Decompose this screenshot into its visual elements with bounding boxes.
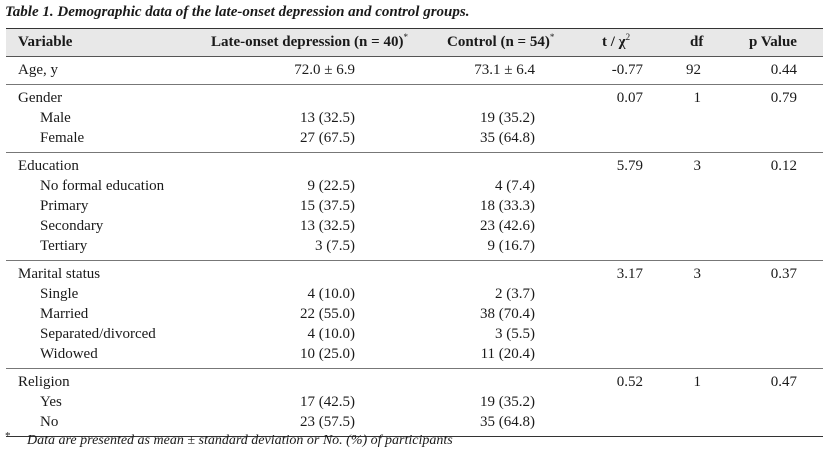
row-label: Secondary: [40, 218, 104, 234]
cell-late-onset-depression: 4 (10.0): [307, 326, 356, 342]
cell-late-onset-depression: 10 (25.0): [300, 346, 355, 362]
table-row: Female 27 (67.5) 35 (64.8): [6, 128, 823, 148]
table-row: Marital status 3.17 3 0.37: [6, 264, 823, 284]
cell-p-value: 0.37: [770, 266, 797, 282]
row-label: No formal education: [40, 178, 165, 194]
row-label: No: [40, 414, 59, 430]
header-test-statistic: t / χ2: [602, 32, 631, 51]
cell-late-onset-depression: 72.0 ± 6.9: [294, 62, 355, 78]
cell-late-onset-depression: 4 (10.0): [307, 286, 356, 302]
table-body: Age, y 72.0 ± 6.9 73.1 ± 6.4 -0.77 92 0.44 Gen…: [6, 57, 823, 436]
cell-test-statistic: -0.77: [611, 62, 643, 78]
cell-control: 2 (3.7): [495, 286, 535, 302]
table-row: Male 13 (32.5) 19 (35.2): [6, 108, 823, 128]
cell-control: 19 (35.2): [480, 110, 535, 126]
header-control: Control (n = 54)*: [447, 32, 555, 51]
table-row: No formal education 9 (22.5) 4 (7.4): [6, 176, 823, 196]
cell-control: 9 (16.7): [487, 238, 536, 254]
cell-p-value: 0.44: [770, 62, 797, 78]
table-row: Single 4 (10.0) 2 (3.7): [6, 284, 823, 304]
cell-control: 11 (20.4): [480, 346, 535, 362]
row-label: Yes: [40, 394, 62, 410]
table-group: Gender 0.07 1 0.79 Male 13 (32.5) 19 (35.2) Fem…: [6, 85, 823, 153]
cell-test-statistic: 0.52: [616, 374, 643, 390]
table-row: Age, y 72.0 ± 6.9 73.1 ± 6.4 -0.77 92 0.44: [6, 60, 823, 80]
table-header-row: Variable Late-onset depression (n = 40)*…: [6, 29, 823, 57]
table-row: Secondary 13 (32.5) 23 (42.6): [6, 216, 823, 236]
cell-late-onset-depression: 27 (67.5): [300, 130, 355, 146]
table-row: Tertiary 3 (7.5) 9 (16.7): [6, 236, 823, 256]
table-row: Separated/divorced 4 (10.0) 3 (5.5): [6, 324, 823, 344]
cell-control: 38 (70.4): [480, 306, 535, 322]
footnote-text: Data are presented as mean ± standard de…: [27, 433, 453, 448]
cell-control: 35 (64.8): [480, 130, 535, 146]
table-group: Marital status 3.17 3 0.37 Single 4 (10.0) 2 (…: [6, 261, 823, 369]
cell-df: 1: [693, 90, 702, 106]
cell-late-onset-depression: 22 (55.0): [300, 306, 355, 322]
cell-df: 1: [693, 374, 702, 390]
cell-test-statistic: 5.79: [616, 158, 643, 174]
cell-control: 35 (64.8): [480, 414, 535, 430]
header-p-value: p Value: [749, 34, 797, 50]
row-label: Tertiary: [40, 238, 88, 254]
header-variable: Variable: [18, 34, 73, 50]
table-row: Gender 0.07 1 0.79: [6, 88, 823, 108]
cell-df: 3: [693, 266, 702, 282]
header-late-onset-depression: Late-onset depression (n = 40)*: [211, 32, 408, 51]
cell-test-statistic: 3.17: [616, 266, 643, 282]
cell-control: 18 (33.3): [480, 198, 535, 214]
group-label: Gender: [18, 90, 63, 106]
table-row: Widowed 10 (25.0) 11 (20.4): [6, 344, 823, 364]
cell-test-statistic: 0.07: [616, 90, 643, 106]
cell-df: 3: [693, 158, 702, 174]
cell-p-value: 0.12: [770, 158, 797, 174]
cell-late-onset-depression: 9 (22.5): [307, 178, 356, 194]
cell-control: 19 (35.2): [480, 394, 535, 410]
cell-late-onset-depression: 23 (57.5): [300, 414, 355, 430]
cell-p-value: 0.47: [770, 374, 797, 390]
cell-late-onset-depression: 13 (32.5): [300, 110, 355, 126]
cell-control: 3 (5.5): [495, 326, 535, 342]
table-row: Primary 15 (37.5) 18 (33.3): [6, 196, 823, 216]
cell-p-value: 0.79: [770, 90, 797, 106]
demographic-table: Variable Late-onset depression (n = 40)*…: [6, 28, 823, 437]
footnote-mark: *: [5, 430, 11, 442]
table-caption: Table 1. Demographic data of the late-on…: [5, 4, 470, 20]
cell-late-onset-depression: 15 (37.5): [300, 198, 355, 214]
table-row: Education 5.79 3 0.12: [6, 156, 823, 176]
cell-control: 73.1 ± 6.4: [474, 62, 535, 78]
row-label: Separated/divorced: [40, 326, 156, 342]
table-group: Religion 0.52 1 0.47 Yes 17 (42.5) 19 (35.2) No…: [6, 369, 823, 436]
cell-df: 92: [686, 62, 701, 78]
cell-control: 23 (42.6): [480, 218, 535, 234]
row-label: Widowed: [40, 346, 98, 362]
cell-late-onset-depression: 13 (32.5): [300, 218, 355, 234]
cell-control: 4 (7.4): [495, 178, 535, 194]
row-label: Primary: [40, 198, 89, 214]
table-row: Yes 17 (42.5) 19 (35.2): [6, 392, 823, 412]
cell-late-onset-depression: 3 (7.5): [315, 238, 355, 254]
group-label: Marital status: [18, 266, 101, 282]
cell-late-onset-depression: 17 (42.5): [300, 394, 355, 410]
row-label: Single: [40, 286, 79, 302]
table-group: Age, y 72.0 ± 6.9 73.1 ± 6.4 -0.77 92 0.44: [6, 57, 823, 85]
table-row: Religion 0.52 1 0.47: [6, 372, 823, 392]
header-df: df: [690, 34, 704, 50]
row-label: Male: [40, 110, 71, 126]
group-label: Religion: [18, 374, 70, 390]
group-label: Education: [18, 158, 79, 174]
table-row: Married 22 (55.0) 38 (70.4): [6, 304, 823, 324]
table-row: No 23 (57.5) 35 (64.8): [6, 412, 823, 432]
table-group: Education 5.79 3 0.12 No formal education 9 (…: [6, 153, 823, 261]
group-label: Age, y: [18, 62, 58, 78]
row-label: Married: [40, 306, 89, 322]
row-label: Female: [40, 130, 85, 146]
